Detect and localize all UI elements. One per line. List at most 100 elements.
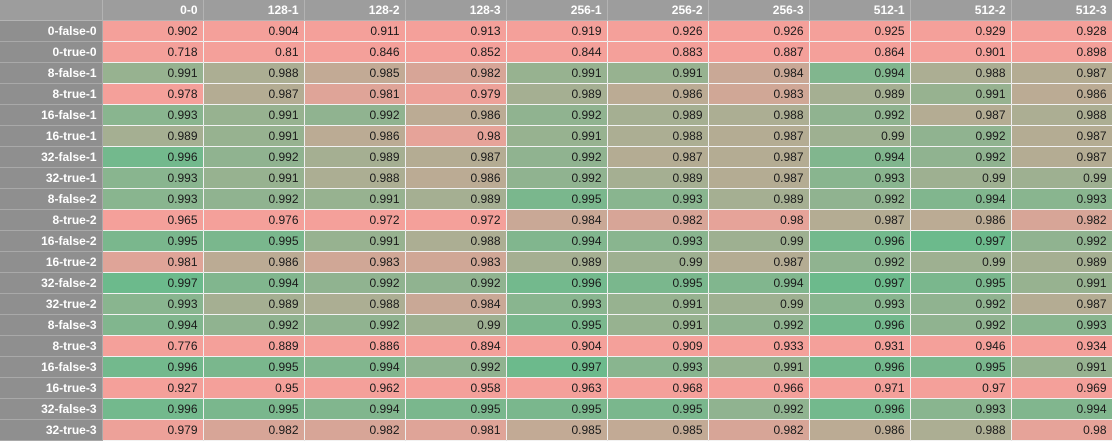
table-cell[interactable]: 0.99	[708, 230, 810, 252]
table-cell[interactable]: 0.996	[809, 230, 911, 252]
table-cell[interactable]: 0.994	[203, 272, 305, 294]
table-cell[interactable]: 0.992	[506, 146, 608, 168]
column-header[interactable]: 256-2	[607, 0, 709, 21]
table-cell[interactable]: 0.846	[304, 41, 406, 63]
table-cell[interactable]: 0.993	[102, 167, 204, 189]
table-cell[interactable]: 0.986	[405, 167, 507, 189]
table-cell[interactable]: 0.925	[809, 20, 911, 42]
table-cell[interactable]: 0.776	[102, 335, 204, 357]
table-cell[interactable]: 0.933	[708, 335, 810, 357]
table-cell[interactable]: 0.997	[506, 356, 608, 378]
row-header[interactable]: 8-true-1	[0, 83, 103, 105]
table-cell[interactable]: 0.992	[506, 104, 608, 126]
table-cell[interactable]: 0.99	[1011, 167, 1112, 189]
table-cell[interactable]: 0.992	[203, 314, 305, 336]
row-header[interactable]: 16-true-2	[0, 251, 103, 273]
table-cell[interactable]: 0.926	[607, 20, 709, 42]
row-header[interactable]: 16-true-1	[0, 125, 103, 147]
table-cell[interactable]: 0.988	[304, 167, 406, 189]
table-cell[interactable]: 0.934	[1011, 335, 1112, 357]
table-cell[interactable]: 0.904	[203, 20, 305, 42]
table-cell[interactable]: 0.844	[506, 41, 608, 63]
table-cell[interactable]: 0.987	[203, 83, 305, 105]
table-cell[interactable]: 0.972	[304, 209, 406, 231]
table-cell[interactable]: 0.994	[910, 188, 1012, 210]
table-cell[interactable]: 0.991	[1011, 272, 1112, 294]
table-cell[interactable]: 0.969	[1011, 377, 1112, 399]
table-cell[interactable]: 0.852	[405, 41, 507, 63]
table-cell[interactable]: 0.986	[1011, 83, 1112, 105]
table-cell[interactable]: 0.99	[607, 251, 709, 273]
table-cell[interactable]: 0.997	[809, 272, 911, 294]
table-cell[interactable]: 0.989	[708, 188, 810, 210]
table-cell[interactable]: 0.996	[809, 314, 911, 336]
table-cell[interactable]: 0.986	[304, 125, 406, 147]
table-cell[interactable]: 0.982	[405, 62, 507, 84]
table-cell[interactable]: 0.901	[910, 41, 1012, 63]
table-cell[interactable]: 0.997	[102, 272, 204, 294]
table-cell[interactable]: 0.99	[910, 251, 1012, 273]
row-header[interactable]: 32-false-1	[0, 146, 103, 168]
table-cell[interactable]: 0.984	[708, 62, 810, 84]
table-cell[interactable]: 0.988	[203, 62, 305, 84]
table-cell[interactable]: 0.995	[102, 230, 204, 252]
table-cell[interactable]: 0.97	[910, 377, 1012, 399]
table-cell[interactable]: 0.989	[102, 125, 204, 147]
table-cell[interactable]: 0.985	[304, 62, 406, 84]
table-cell[interactable]: 0.992	[405, 272, 507, 294]
table-cell[interactable]: 0.995	[203, 398, 305, 420]
table-cell[interactable]: 0.987	[809, 209, 911, 231]
table-cell[interactable]: 0.995	[607, 272, 709, 294]
table-cell[interactable]: 0.988	[304, 293, 406, 315]
table-cell[interactable]: 0.987	[708, 146, 810, 168]
table-cell[interactable]: 0.99	[809, 125, 911, 147]
table-cell[interactable]: 0.95	[203, 377, 305, 399]
table-cell[interactable]: 0.929	[910, 20, 1012, 42]
table-cell[interactable]: 0.988	[910, 62, 1012, 84]
table-cell[interactable]: 0.991	[1011, 356, 1112, 378]
table-cell[interactable]: 0.987	[708, 125, 810, 147]
table-cell[interactable]: 0.99	[708, 293, 810, 315]
table-cell[interactable]: 0.992	[1011, 230, 1112, 252]
table-cell[interactable]: 0.889	[203, 335, 305, 357]
row-header[interactable]: 16-false-3	[0, 356, 103, 378]
table-cell[interactable]: 0.995	[405, 398, 507, 420]
table-cell[interactable]: 0.994	[809, 62, 911, 84]
table-cell[interactable]: 0.987	[1011, 293, 1112, 315]
table-cell[interactable]: 0.992	[910, 314, 1012, 336]
table-cell[interactable]: 0.904	[506, 335, 608, 357]
column-header[interactable]: 128-1	[203, 0, 305, 21]
table-cell[interactable]: 0.989	[405, 188, 507, 210]
table-cell[interactable]: 0.971	[809, 377, 911, 399]
table-cell[interactable]: 0.81	[203, 41, 305, 63]
table-cell[interactable]: 0.994	[506, 230, 608, 252]
table-cell[interactable]: 0.981	[405, 419, 507, 441]
table-cell[interactable]: 0.993	[607, 188, 709, 210]
table-cell[interactable]: 0.864	[809, 41, 911, 63]
table-cell[interactable]: 0.979	[102, 419, 204, 441]
table-cell[interactable]: 0.99	[405, 314, 507, 336]
table-cell[interactable]: 0.996	[809, 356, 911, 378]
row-header[interactable]: 16-false-2	[0, 230, 103, 252]
row-header[interactable]: 32-true-1	[0, 167, 103, 189]
table-cell[interactable]: 0.992	[809, 251, 911, 273]
table-cell[interactable]: 0.968	[607, 377, 709, 399]
table-cell[interactable]: 0.902	[102, 20, 204, 42]
table-cell[interactable]: 0.99	[910, 167, 1012, 189]
table-cell[interactable]: 0.994	[809, 146, 911, 168]
table-cell[interactable]: 0.989	[203, 293, 305, 315]
table-cell[interactable]: 0.995	[203, 356, 305, 378]
table-cell[interactable]: 0.991	[607, 62, 709, 84]
table-cell[interactable]: 0.995	[910, 356, 1012, 378]
column-header[interactable]: 256-1	[506, 0, 608, 21]
table-cell[interactable]: 0.988	[405, 230, 507, 252]
table-cell[interactable]: 0.981	[304, 83, 406, 105]
column-header[interactable]: 0-0	[102, 0, 204, 21]
table-cell[interactable]: 0.995	[910, 272, 1012, 294]
row-header[interactable]: 16-false-1	[0, 104, 103, 126]
table-cell[interactable]: 0.996	[102, 356, 204, 378]
table-cell[interactable]: 0.946	[910, 335, 1012, 357]
table-cell[interactable]: 0.993	[910, 398, 1012, 420]
table-cell[interactable]: 0.995	[203, 230, 305, 252]
table-cell[interactable]: 0.981	[102, 251, 204, 273]
